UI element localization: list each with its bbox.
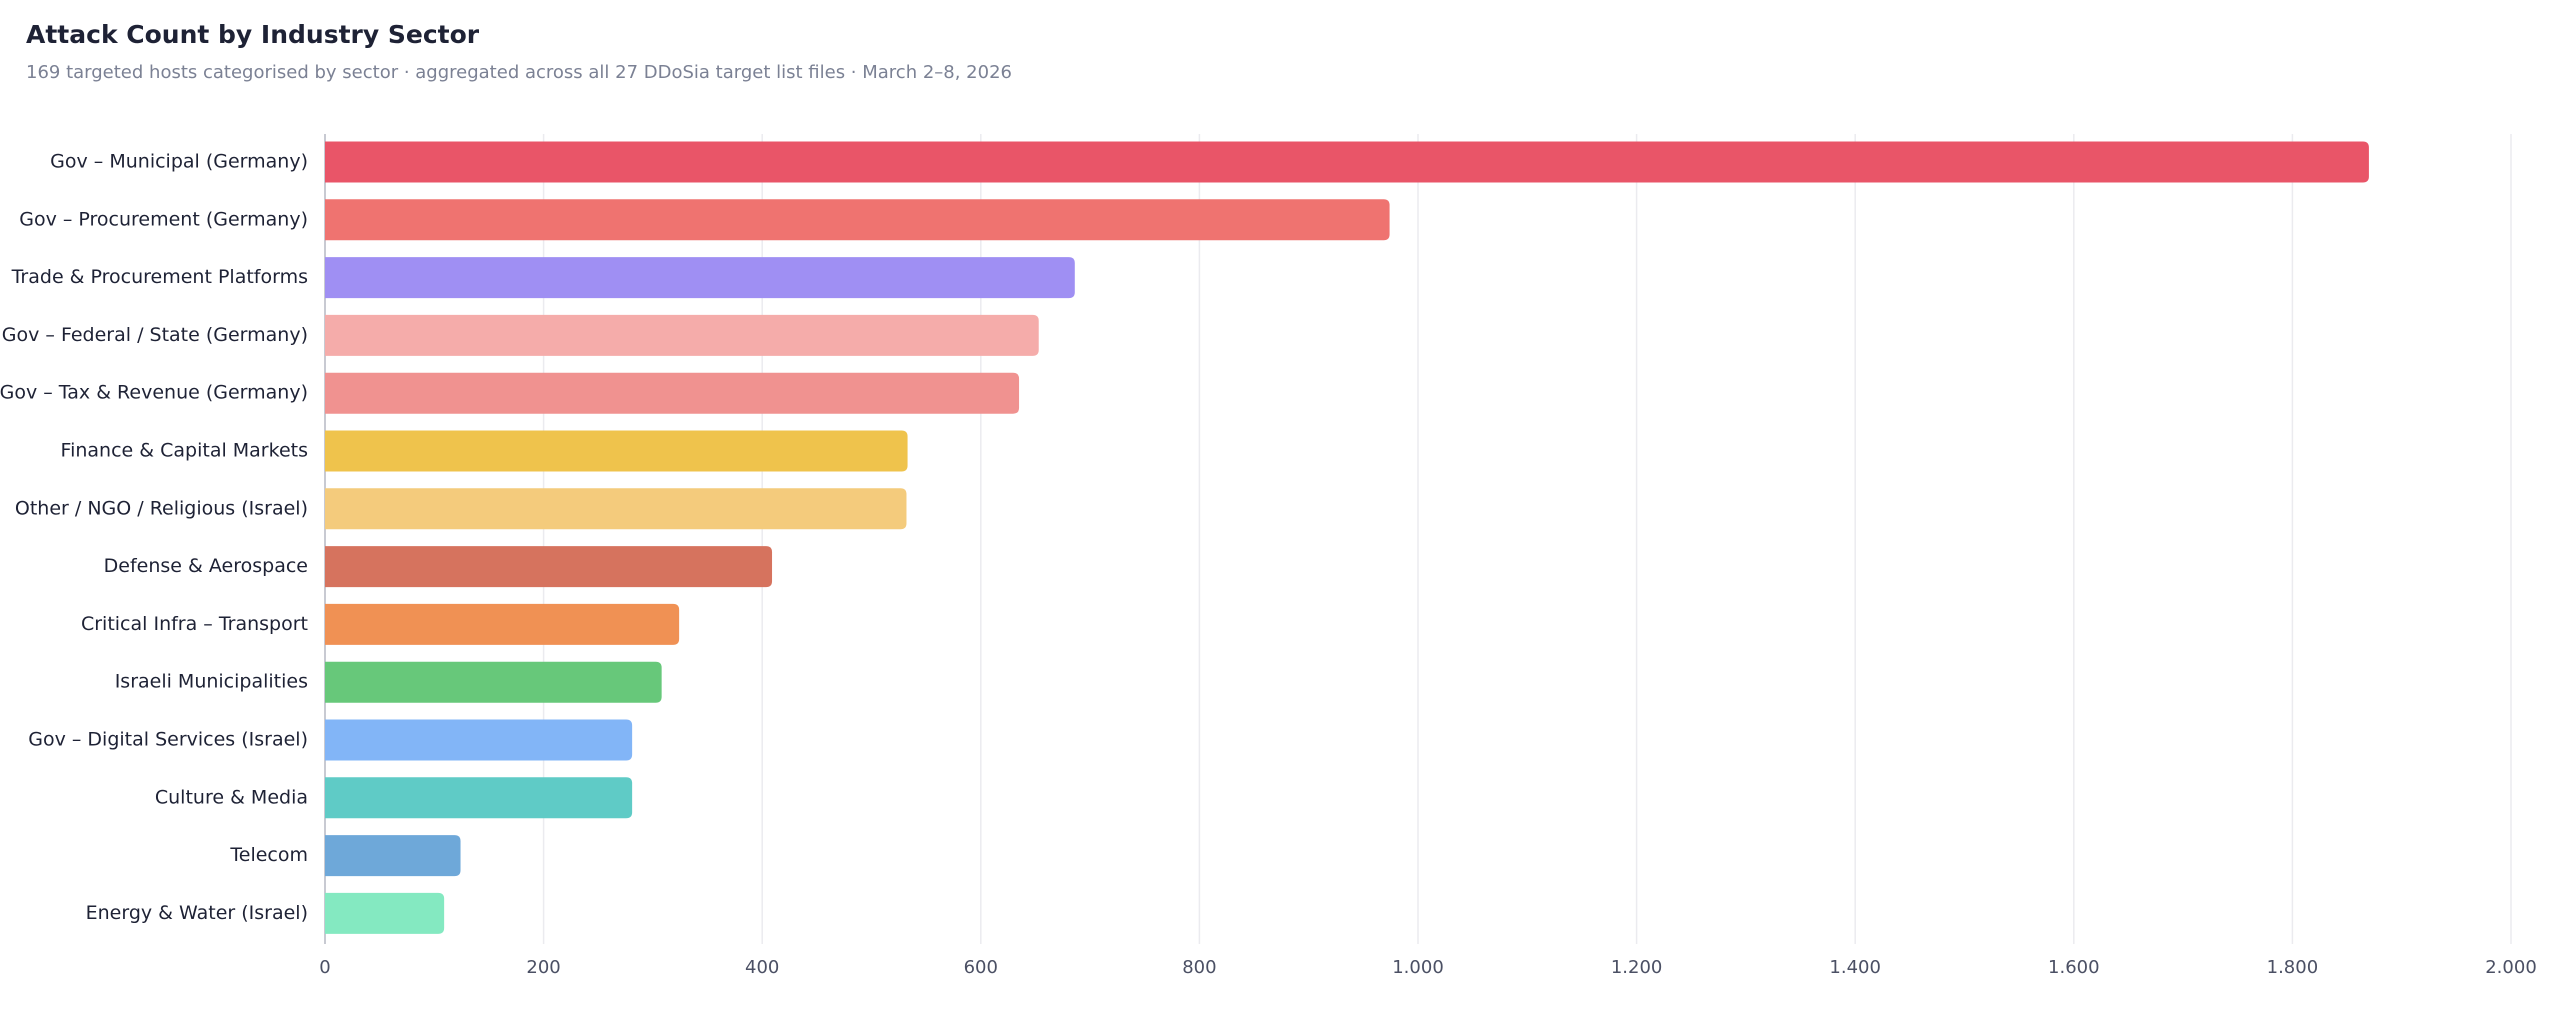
bar [325,603,680,645]
bar [325,835,461,877]
y-tick-label: Gov – Federal / State (Germany) [2,324,308,346]
y-tick-label: Gov – Procurement (Germany) [19,208,308,230]
y-tick-label: Finance & Capital Markets [61,440,308,462]
y-tick-label: Energy & Water (Israel) [86,902,308,924]
x-tick-label: 1.600 [2048,957,2100,978]
bar [325,892,445,934]
y-tick-label: Trade & Procurement Platforms [11,266,308,288]
bar [325,372,1020,414]
x-tick-label: 1.200 [1611,957,1663,978]
bar [325,141,2369,183]
bar [325,546,773,588]
x-tick-label: 1.400 [1829,957,1881,978]
x-tick-label: 200 [526,957,560,978]
bar [325,661,662,703]
bar [325,777,633,819]
y-tick-label: Gov – Digital Services (Israel) [28,729,308,751]
bar [325,314,1039,356]
bar [325,199,1390,241]
bar [325,488,907,530]
y-tick-label: Israeli Municipalities [115,671,308,693]
y-tick-label: Telecom [229,844,308,866]
chart-title: Attack Count by Industry Sector [26,20,480,49]
y-tick-label: Other / NGO / Religious (Israel) [15,497,308,519]
x-tick-label: 600 [964,957,998,978]
bar [325,257,1075,299]
x-tick-label: 800 [1182,957,1216,978]
y-tick-label: Gov – Tax & Revenue (Germany) [0,382,308,404]
x-tick-label: 1.000 [1392,957,1444,978]
x-tick-label: 400 [745,957,779,978]
chart-subtitle: 169 targeted hosts categorised by sector… [26,62,1012,83]
x-tick-label: 0 [319,957,330,978]
bar [325,430,908,472]
x-tick-label: 1.800 [2267,957,2319,978]
y-tick-label: Gov – Municipal (Germany) [50,151,308,173]
bar [325,719,633,761]
y-tick-label: Culture & Media [155,786,308,808]
y-tick-label: Defense & Aerospace [104,555,308,577]
y-tick-label: Critical Infra – Transport [81,613,308,635]
x-tick-label: 2.000 [2485,957,2537,978]
